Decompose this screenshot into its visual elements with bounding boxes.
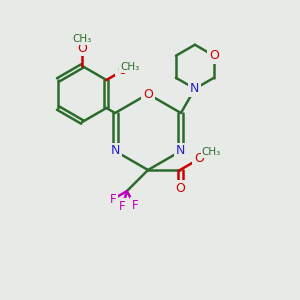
Text: F: F [119, 200, 126, 213]
Text: N: N [176, 145, 186, 158]
Text: O: O [117, 64, 127, 77]
Text: O: O [209, 49, 219, 62]
Text: CH₃: CH₃ [202, 147, 221, 157]
Text: F: F [131, 199, 138, 212]
Text: N: N [110, 145, 120, 158]
Text: O: O [77, 41, 87, 55]
Text: O: O [143, 88, 153, 100]
Text: O: O [194, 152, 204, 166]
Text: F: F [110, 193, 116, 206]
Text: CH₃: CH₃ [120, 61, 140, 71]
Text: N: N [190, 82, 200, 95]
Text: CH₃: CH₃ [73, 34, 92, 44]
Text: O: O [175, 182, 185, 194]
